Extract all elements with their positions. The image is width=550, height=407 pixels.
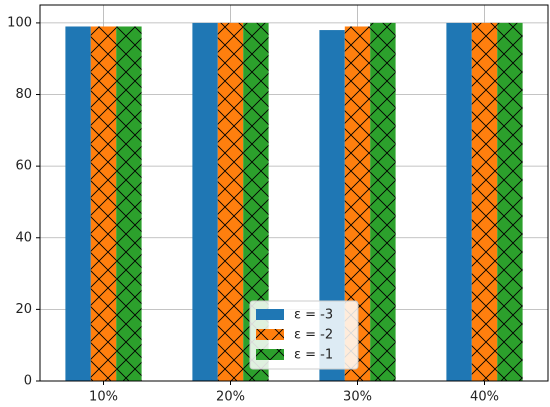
legend-label: ε = -2 <box>294 328 333 343</box>
legend: ε = -3 ε = -2 ε = -1 <box>249 300 359 370</box>
x-tick-label: 30% <box>343 390 372 405</box>
x-tick-label: 40% <box>470 390 499 405</box>
legend-label: ε = -3 <box>294 308 333 323</box>
bar-hatch <box>497 22 523 382</box>
bar-hatch <box>90 26 117 381</box>
y-tick-label: 0 <box>24 374 32 389</box>
y-tick-label: 20 <box>15 302 32 317</box>
y-tick-label: 100 <box>7 15 32 30</box>
legend-swatch <box>256 309 284 320</box>
legend-swatch-hatch <box>256 329 284 340</box>
x-tick-label: 20% <box>216 390 245 405</box>
legend-label: ε = -1 <box>294 348 333 363</box>
x-tick-label: 10% <box>89 390 118 405</box>
y-tick-label: 40 <box>15 230 32 245</box>
bar-hatch <box>471 22 498 382</box>
bar <box>192 22 218 382</box>
y-tick-label: 60 <box>15 159 32 174</box>
bar <box>446 22 472 382</box>
bar-hatch <box>217 22 244 382</box>
bar-hatch <box>370 22 396 382</box>
y-tick-label: 80 <box>15 87 32 102</box>
bar <box>65 26 91 381</box>
labels: 0 20 40 60 80 100 10% 20% 30% 40% <box>7 15 499 404</box>
legend-swatch-hatch <box>256 349 284 360</box>
bar-hatch <box>116 26 142 381</box>
plot-frame <box>39 4 549 382</box>
